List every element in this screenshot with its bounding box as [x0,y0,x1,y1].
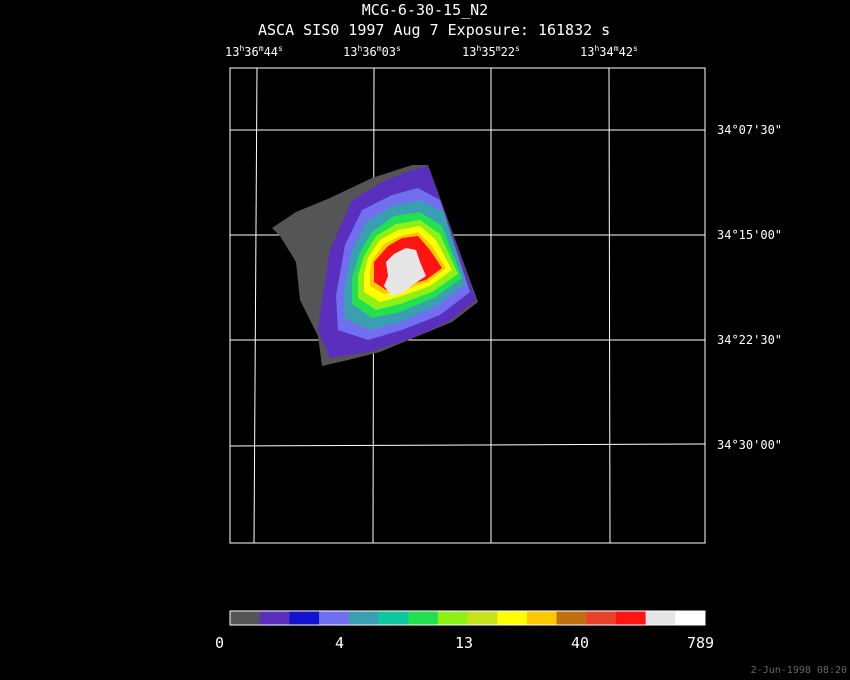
image-title: MCG-6-30-15_N2 [361,1,489,19]
dec-grid-line [229,443,706,447]
colorbar-swatch [378,611,409,625]
colorbar-swatch [467,611,498,625]
timestamp: 2-Jun-1998 08:20 [750,665,847,676]
colorbar-swatch [289,611,320,625]
colorbar-tick-label: 13 [455,634,474,652]
colorbar-tick-label: 4 [335,634,345,652]
plot-frame [229,67,706,544]
observation-info: ASCA SIS0 1997 Aug 7 Exposure: 161832 s [258,21,611,39]
dec-label: 34°15'00" [717,228,783,242]
colorbar-swatch [556,611,587,625]
dec-label: 34°30'00" [717,438,783,452]
ra-label: 13h34m42s [580,44,638,59]
ra-label: 13h36m03s [343,44,401,59]
colorbar-swatch [526,611,558,625]
ra-label: 13h35m22s [462,44,520,59]
colorbar-swatch [497,611,528,625]
dec-label: 34°07'30" [717,123,783,137]
ra-grid-line [253,67,258,544]
colorbar-swatch [348,611,379,625]
ra-grid-line [608,67,611,544]
colorbar-swatch [675,611,706,625]
colorbar-frame [229,610,706,626]
colorbar-swatch [230,611,261,625]
xray-image [272,165,478,366]
colorbar-swatch [645,611,676,625]
colorbar-swatch [437,611,468,625]
dec-label: 34°22'30" [717,333,783,347]
colorbar-swatch [319,611,350,625]
colorbar-tick-label: 40 [571,634,590,652]
colorbar-tick-label: 789 [687,634,715,652]
colorbar-swatch [259,611,290,625]
colorbar-swatch [408,611,439,625]
ra-label: 13h36m44s [225,44,283,59]
colorbar-swatch [615,611,647,625]
colorbar-tick-label: 0 [215,634,225,652]
colorbar-swatch [586,611,617,625]
colorbar [229,610,706,626]
